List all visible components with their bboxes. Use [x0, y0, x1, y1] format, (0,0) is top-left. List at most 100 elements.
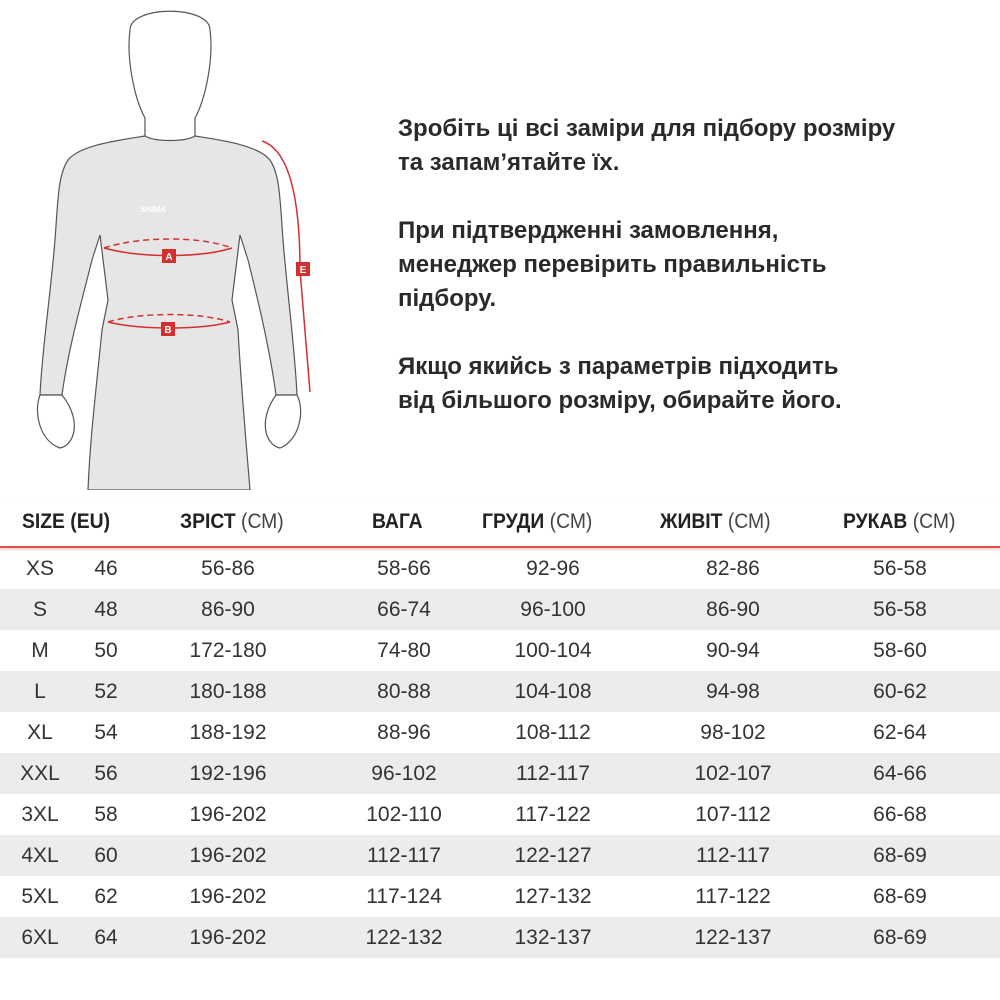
column-header-label: ЖИВІТ [660, 510, 723, 533]
table-cell: 62-64 [873, 721, 927, 744]
table-cell: XXL [20, 762, 60, 785]
table-row: XXL 56 192-196 96-102 112-117 102-107 64-66 [0, 753, 1000, 794]
body-silhouette [39, 135, 298, 490]
table-cell: 122-127 [514, 844, 592, 867]
table-cell: 74-80 [377, 639, 431, 662]
table-row: 6XL 64 196-202 122-132 132-137 122-137 68-69 [0, 917, 1000, 958]
table-cell: 117-122 [695, 885, 771, 908]
table-cell: 196-202 [189, 803, 267, 826]
table-cell: 56-58 [873, 598, 927, 621]
column-header-label: ЗРІСТ [180, 510, 236, 533]
size-table: SIZE (EU) ЗРІСТ (СМ) ВАГА ГРУДИ (СМ) ЖИВІТ (… [0, 500, 1000, 958]
table-row: 4XL 60 196-202 112-117 122-127 112-117 68-69 [0, 835, 1000, 876]
table-row: XS 46 56-86 58-66 92-96 82-86 56-58 [0, 548, 1000, 589]
table-cell: 96-102 [371, 762, 437, 785]
table-cell: 64-66 [873, 762, 927, 785]
table-row: S 48 86-90 66-74 96-100 86-90 56-58 [0, 589, 1000, 630]
instruction-1: Зробіть ці всі заміри для підбору розмір… [398, 115, 896, 176]
table-cell: 60 [94, 844, 118, 867]
label-a: A [165, 252, 172, 263]
logo: SHIMA [140, 205, 166, 214]
table-cell: 96-100 [520, 598, 586, 621]
table-cell: 196-202 [189, 926, 267, 949]
column-header: ЗРІСТ (СМ) [180, 510, 284, 534]
table-row: 5XL 62 196-202 117-124 127-132 117-122 68-69 [0, 876, 1000, 917]
table-cell: 52 [94, 680, 118, 703]
table-cell: S [32, 598, 48, 621]
left-hand [36, 394, 75, 449]
label-b: B [164, 325, 171, 336]
table-cell: 180-188 [189, 680, 267, 703]
table-cell: 188-192 [189, 721, 267, 744]
table-cell: 68-69 [873, 885, 927, 908]
table-cell: 98-102 [700, 721, 766, 744]
column-header-unit: (СМ) [727, 510, 771, 533]
table-cell: 50 [94, 639, 118, 662]
column-header: РУКАВ (СМ) [843, 510, 955, 534]
table-cell: 117-124 [366, 885, 442, 908]
table-cell: XS [25, 557, 55, 580]
table-cell: 132-137 [514, 926, 592, 949]
instructions: Зробіть ці всі заміри для підбору розмір… [398, 112, 998, 452]
column-header-label: ВАГА [372, 510, 423, 533]
table-row: XL 54 188-192 88-96 108-112 98-102 62-64 [0, 712, 1000, 753]
table-cell: 56 [94, 762, 118, 785]
table-cell: 102-110 [366, 803, 442, 826]
column-header-unit: (СМ) [549, 510, 593, 533]
body-measurement-figure: SHIMA A B E [36, 10, 311, 490]
table-cell: 192-196 [189, 762, 267, 785]
table-cell: 66-68 [873, 803, 927, 826]
table-row: M 50 172-180 74-80 100-104 90-94 58-60 [0, 630, 1000, 671]
column-header: ЖИВІТ (СМ) [660, 510, 771, 534]
table-cell: 196-202 [189, 844, 267, 867]
table-cell: 107-112 [695, 803, 771, 826]
table-cell: 66-74 [377, 598, 431, 621]
table-cell: 54 [94, 721, 118, 744]
table-cell: 172-180 [189, 639, 267, 662]
table-cell: 92-96 [526, 557, 580, 580]
table-cell: 122-132 [365, 926, 443, 949]
table-cell: 100-104 [514, 639, 592, 662]
table-cell: 3XL [21, 803, 59, 826]
column-header-unit: (СМ) [241, 510, 284, 533]
column-header: ГРУДИ (СМ) [482, 510, 592, 534]
column-header-label: SIZE (EU) [22, 510, 111, 533]
table-cell: 68-69 [873, 844, 927, 867]
head [128, 10, 212, 142]
table-cell: 88-96 [377, 721, 431, 744]
table-cell: 102-107 [694, 762, 772, 785]
table-cell: 58-60 [873, 639, 927, 662]
table-cell: 112-117 [367, 844, 441, 867]
table-cell: 46 [94, 557, 118, 580]
table-cell: 56-86 [201, 557, 255, 580]
table-cell: 94-98 [706, 680, 760, 703]
table-cell: 82-86 [706, 557, 760, 580]
table-cell: 90-94 [706, 639, 760, 662]
table-cell: XL [27, 721, 53, 744]
table-cell: 117-122 [515, 803, 591, 826]
table-cell: 60-62 [873, 680, 927, 703]
table-cell: 56-58 [873, 557, 927, 580]
instruction-3: Якщо якийсь з параметрів підходить від б… [398, 353, 842, 414]
table-cell: 6XL [21, 926, 59, 949]
table-cell: 196-202 [189, 885, 267, 908]
table-cell: 127-132 [514, 885, 592, 908]
column-header: ВАГА [372, 510, 423, 534]
table-cell: 5XL [21, 885, 59, 908]
right-hand [264, 394, 302, 449]
column-header-label: ГРУДИ [482, 510, 545, 533]
table-cell: 108-112 [515, 721, 591, 744]
column-header: SIZE (EU) [22, 510, 110, 534]
table-cell: 58-66 [377, 557, 431, 580]
table-header: SIZE (EU) ЗРІСТ (СМ) ВАГА ГРУДИ (СМ) ЖИВІТ (… [0, 500, 1000, 548]
table-cell: 64 [94, 926, 118, 949]
instruction-2: При підтвердженні замовлення, менеджер п… [398, 217, 827, 312]
table-cell: 68-69 [873, 926, 927, 949]
table-cell: 112-117 [516, 762, 590, 785]
table-cell: 58 [94, 803, 118, 826]
label-e: E [300, 265, 307, 276]
table-cell: M [31, 639, 49, 662]
table-cell: 104-108 [514, 680, 592, 703]
table-row: 3XL 58 196-202 102-110 117-122 107-112 66-68 [0, 794, 1000, 835]
table-cell: 86-90 [201, 598, 255, 621]
